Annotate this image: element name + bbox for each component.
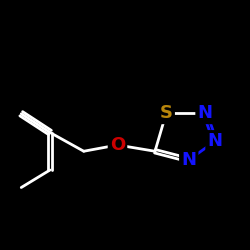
Text: N: N bbox=[208, 132, 222, 150]
Text: N: N bbox=[181, 151, 196, 169]
Text: O: O bbox=[110, 136, 125, 154]
Text: S: S bbox=[160, 104, 173, 122]
Text: N: N bbox=[198, 104, 212, 122]
